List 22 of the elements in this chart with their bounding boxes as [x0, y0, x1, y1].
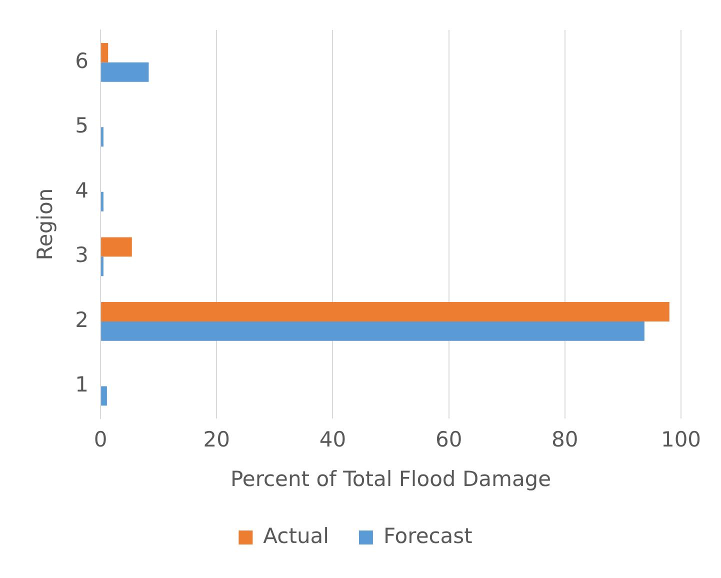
- x-tick-label: 60: [435, 428, 462, 452]
- bar: [101, 302, 670, 322]
- y-tick-label: 1: [75, 372, 89, 397]
- x-axis-title: Percent of Total Flood Damage: [230, 466, 552, 491]
- x-tick-label: 80: [552, 428, 578, 452]
- x-tick-label: 40: [319, 428, 346, 452]
- y-tick-label: 4: [75, 178, 89, 202]
- x-tick-label: 20: [203, 428, 230, 452]
- bar: [101, 321, 644, 341]
- x-tick-label: 0: [94, 428, 108, 452]
- x-tick-label: 100: [660, 428, 702, 452]
- bar: [101, 386, 107, 406]
- bar: [101, 42, 108, 62]
- y-axis-title: Region: [33, 188, 58, 260]
- bar: [101, 237, 132, 257]
- y-tick-label: 5: [75, 114, 89, 138]
- y-tick-label: 3: [75, 243, 89, 268]
- legend-label: Actual: [263, 524, 329, 548]
- bar: [101, 62, 149, 82]
- y-tick-label: 6: [75, 48, 89, 73]
- legend-label: Forecast: [383, 524, 472, 548]
- y-tick-label: 2: [75, 308, 89, 332]
